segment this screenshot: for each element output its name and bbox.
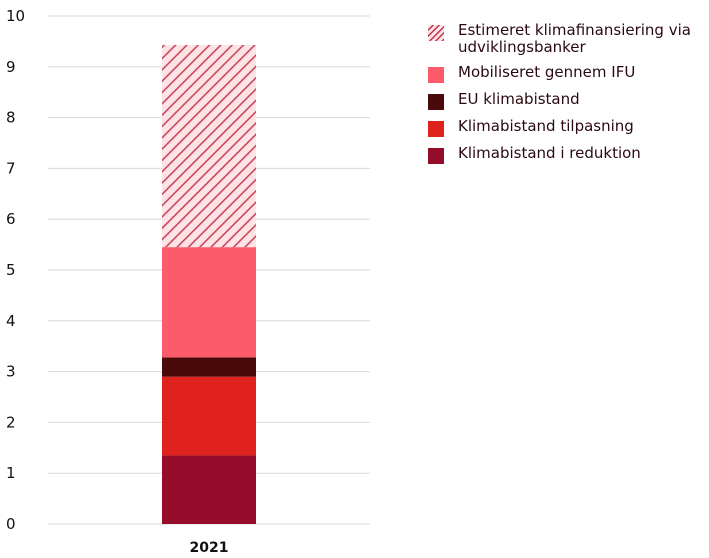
bars <box>162 44 256 524</box>
y-tick-label: 10 <box>6 7 25 25</box>
legend-item: Klimabistand i reduktion <box>428 145 709 164</box>
legend: Estimeret klimafinansiering via udviklin… <box>428 22 709 172</box>
y-tick-label: 0 <box>6 515 16 533</box>
y-tick-label: 3 <box>6 363 16 381</box>
bar-segment-1 <box>162 455 256 524</box>
y-tick-label: 5 <box>6 261 16 279</box>
y-tick-label: 6 <box>6 210 16 228</box>
legend-swatch <box>428 121 444 137</box>
legend-label: Klimabistand i reduktion <box>458 144 641 162</box>
legend-label: Mobiliseret gennem IFU <box>458 63 636 81</box>
legend-label: Klimabistand tilpasning <box>458 117 634 135</box>
legend-item: Mobiliseret gennem IFU <box>428 64 709 83</box>
legend-swatch <box>428 148 444 164</box>
legend-label: EU klimabistand <box>458 90 580 108</box>
legend-item: Klimabistand tilpasning <box>428 118 709 137</box>
bar-segment-2 <box>162 376 256 456</box>
x-axis: 2021 <box>190 540 229 556</box>
bar-segment-4 <box>162 247 256 358</box>
bar-segment-3 <box>162 357 256 377</box>
y-tick-label: 7 <box>6 159 16 177</box>
legend-swatch <box>428 67 444 83</box>
y-tick-label: 1 <box>6 464 16 482</box>
y-tick-label: 8 <box>6 109 16 127</box>
y-tick-label: 2 <box>6 413 16 431</box>
y-axis: 0 1 2 3 4 5 6 7 8 9 10 <box>6 7 25 533</box>
y-tick-label: 4 <box>6 312 16 330</box>
legend-item: Estimeret klimafinansiering via udviklin… <box>428 22 709 56</box>
x-category-label: 2021 <box>190 540 229 556</box>
legend-item: EU klimabistand <box>428 91 709 110</box>
legend-label: Estimeret klimafinansiering via udviklin… <box>458 21 691 56</box>
legend-swatch <box>428 94 444 110</box>
legend-swatch <box>428 25 444 41</box>
bar-segment-5 <box>162 44 256 248</box>
y-tick-label: 9 <box>6 58 16 76</box>
